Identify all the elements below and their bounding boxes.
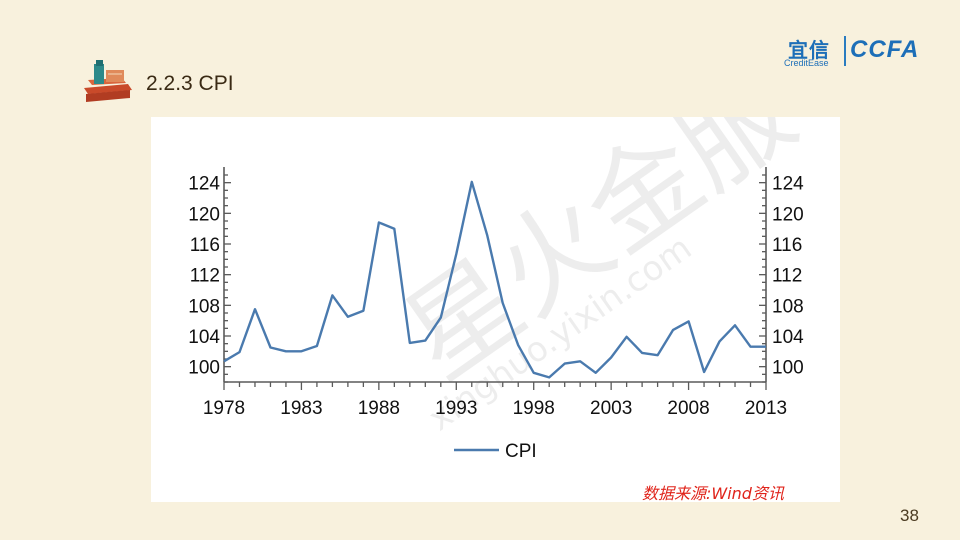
y-tick-label-right: 120: [772, 204, 804, 225]
watermark: 星火金服 xinghuo.yixin.com: [382, 117, 816, 439]
brand-logo-cn: 宜信: [788, 38, 830, 62]
folder-stack-icon: [84, 60, 132, 102]
y-tick-label-left: 104: [188, 327, 220, 348]
y-tick-label-left: 116: [190, 235, 220, 256]
y-tick-label-left: 108: [188, 296, 220, 317]
x-tick-label: 1983: [280, 398, 322, 419]
legend-label-cpi: CPI: [505, 441, 537, 462]
series-line-cpi: [223, 180, 766, 379]
logo-divider: [844, 36, 846, 66]
y-tick-label-right: 124: [772, 174, 804, 195]
y-tick-label-left: 120: [188, 204, 220, 225]
chart-panel: 星火金服 xinghuo.yixin.com 100 100 104 104 108 10…: [151, 117, 840, 502]
y-tick-label-right: 100: [772, 358, 804, 379]
brand-logo: 宜信 CreditEase CCFA: [782, 34, 932, 70]
x-tick-label: 2003: [590, 398, 632, 419]
x-tick-label: 1978: [203, 398, 245, 419]
y-tick-label-right: 116: [772, 235, 802, 256]
slide-title: 2.2.3 CPI: [146, 72, 234, 95]
watermark-text-cn: 星火金服: [382, 117, 816, 403]
x-tick-label: 1998: [513, 398, 555, 419]
y-tick-label-right: 108: [772, 296, 804, 317]
y-tick-label-left: 112: [190, 266, 220, 287]
cpi-line-chart: 星火金服 xinghuo.yixin.com 100 100 104 104 108 10…: [188, 117, 816, 462]
y-tick-label-left: 124: [188, 174, 220, 195]
page-number: 38: [900, 506, 919, 525]
x-tick-label: 1993: [435, 398, 477, 419]
partner-logo: CCFA: [850, 36, 920, 63]
x-tick-label: 2013: [745, 398, 787, 419]
x-tick-label: 1988: [358, 398, 400, 419]
y-tick-label-left: 100: [188, 358, 220, 379]
y-tick-label-right: 104: [772, 327, 804, 348]
brand-logo-en: CreditEase: [784, 58, 829, 68]
y-tick-label-right: 112: [772, 266, 802, 287]
chart-legend: CPI: [454, 441, 537, 462]
data-source-note: 数据来源:Wind资讯: [642, 484, 784, 503]
x-tick-label: 2008: [667, 398, 709, 419]
